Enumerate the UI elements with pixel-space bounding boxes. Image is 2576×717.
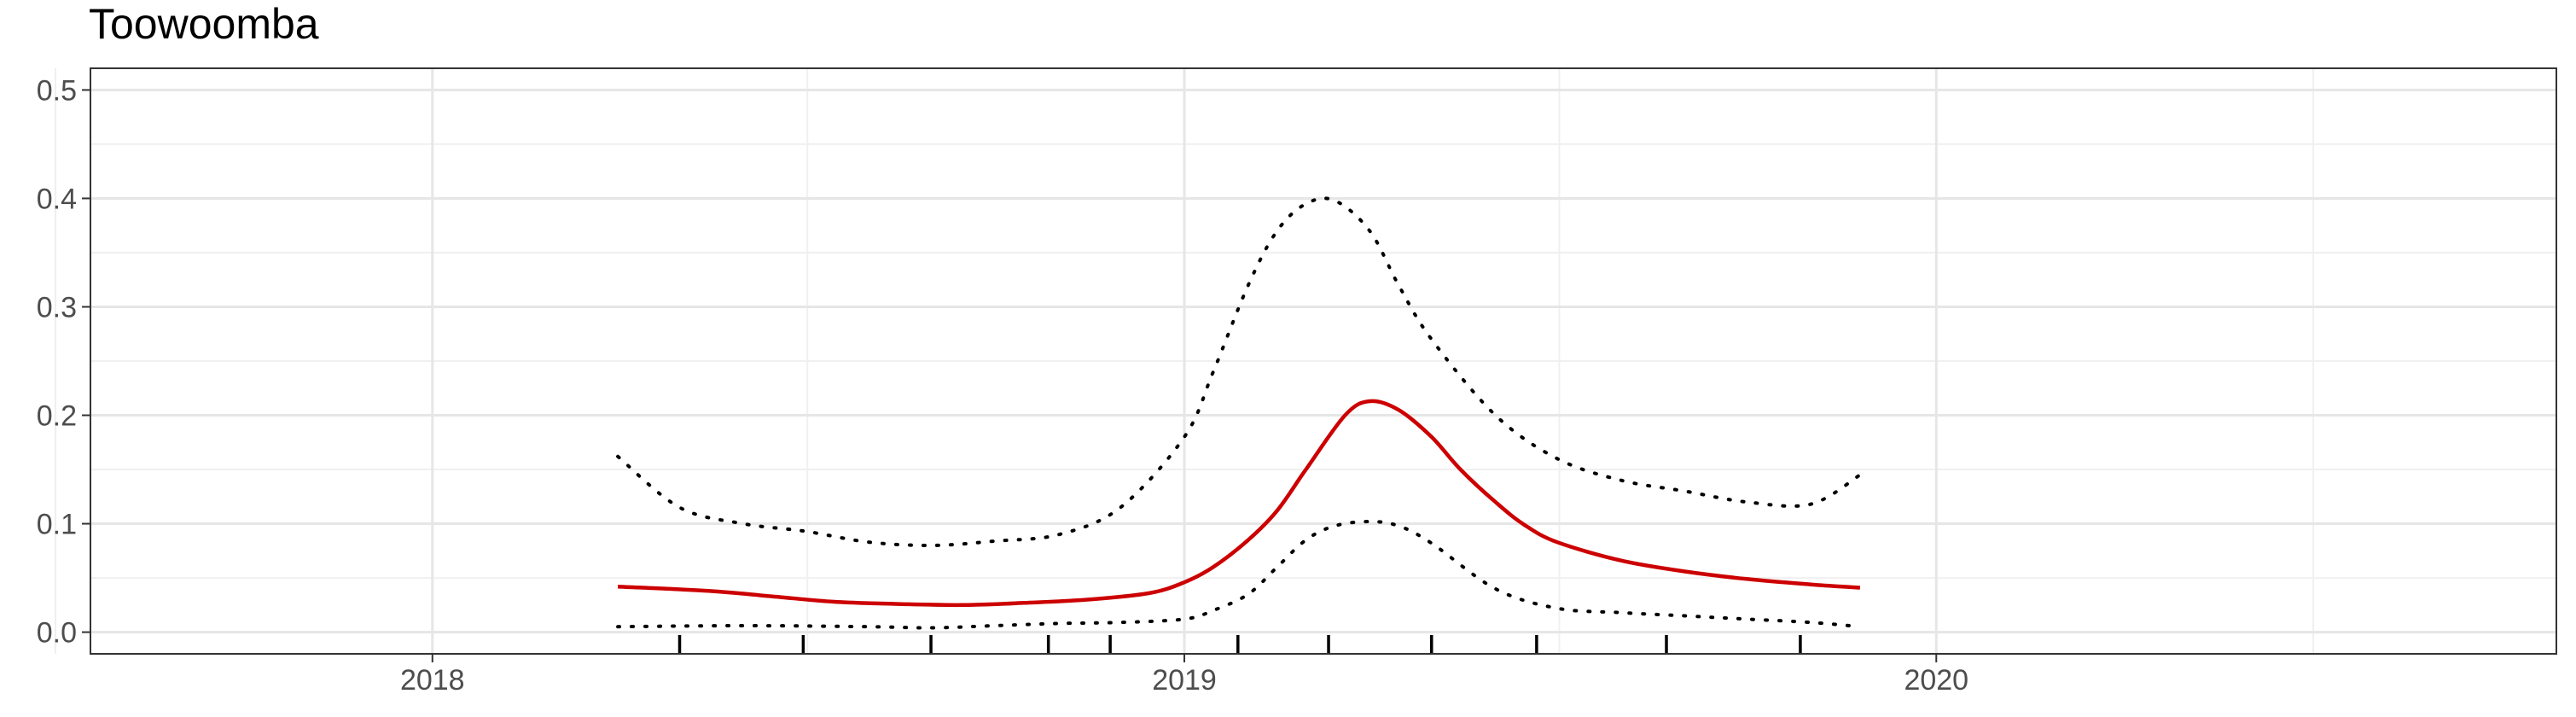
y-tick-label: 0.0 <box>37 617 77 650</box>
x-tick-label: 2020 <box>1904 664 1968 697</box>
series-lower-line <box>616 519 1862 630</box>
y-tick-label: 0.4 <box>37 183 77 215</box>
y-tick-label: 0.3 <box>37 291 77 324</box>
y-tick-label: 0.1 <box>37 509 77 541</box>
x-tick-label: 2018 <box>400 664 465 697</box>
series-upper-line <box>616 196 1862 548</box>
major-grid <box>90 68 2556 654</box>
y-tick-label: 0.5 <box>37 74 77 107</box>
y-tick-label: 0.2 <box>37 400 77 433</box>
panel-border <box>90 67 2557 655</box>
minor-grid <box>54 68 2556 654</box>
axis-ticks <box>82 89 1938 662</box>
series-estimate-line <box>617 399 1861 608</box>
x-tick-label: 2019 <box>1152 664 1217 697</box>
series-lines <box>616 196 1862 630</box>
chart-title: Toowoomba <box>89 0 319 48</box>
y-tick-labels: 0.0 0.1 0.2 0.3 0.4 0.5 <box>37 74 77 649</box>
x-tick-labels: 2018 2019 2020 <box>400 664 1968 697</box>
rug-marks <box>677 635 1802 654</box>
